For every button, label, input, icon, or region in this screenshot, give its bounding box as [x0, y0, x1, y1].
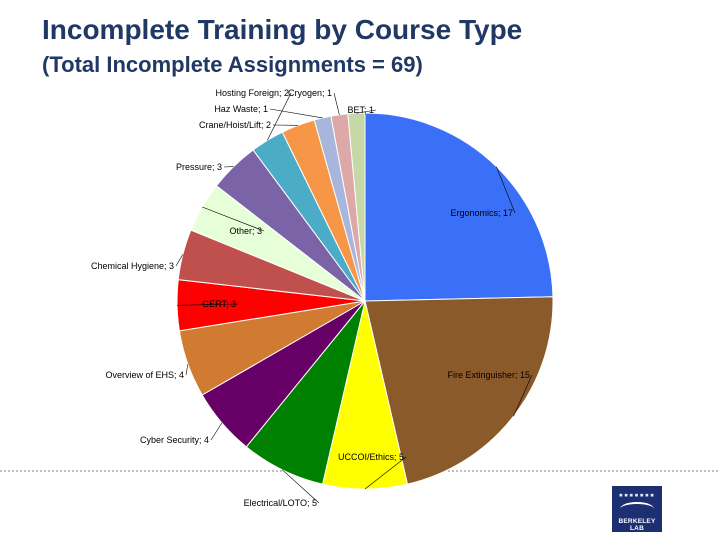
leader-line	[202, 206, 265, 232]
pie-slice-ergonomics	[364, 112, 554, 302]
data-label: BET; 1	[347, 105, 374, 115]
chart-subtitle: (Total Incomplete Assignments = 69)	[42, 52, 423, 77]
chart-title: Incomplete Training by Course Type	[42, 14, 523, 45]
data-label: Cryogen; 1	[288, 88, 332, 98]
data-label: Crane/Hoist/Lift; 2	[199, 120, 271, 130]
data-label: Chemical Hygiene; 3	[91, 261, 174, 271]
data-label: Haz Waste; 1	[214, 104, 268, 114]
leader-line	[333, 92, 340, 115]
leader-line	[496, 166, 516, 214]
leader-line	[175, 254, 184, 267]
leader-line	[282, 469, 320, 504]
data-label: Cyber Security; 4	[140, 435, 209, 445]
data-label: Overview of EHS; 4	[105, 370, 184, 380]
data-label: Other; 3	[229, 226, 262, 236]
logo-roof-icon	[620, 502, 654, 516]
data-label: Pressure; 3	[176, 162, 222, 172]
berkeley-lab-logo: ▪▪▪▪▪▪▪ BERKELEY LAB	[612, 486, 662, 532]
data-label: Hosting Foreign; 2	[215, 88, 289, 98]
leader-line	[364, 456, 407, 490]
logo-dots: ▪▪▪▪▪▪▪	[618, 491, 656, 499]
leader-line	[185, 363, 189, 376]
leader-line	[269, 108, 323, 119]
logo-text: BERKELEY LAB	[618, 518, 656, 532]
leader-line	[176, 303, 239, 306]
data-label: Fire Extinguisher; 15	[447, 370, 530, 380]
leader-line	[513, 374, 533, 417]
leader-line	[356, 109, 377, 114]
leader-line	[267, 92, 292, 141]
data-label: Electrical/LOTO; 5	[244, 498, 317, 508]
data-label: GERT; 3	[202, 299, 236, 309]
data-label: Ergonomics; 17	[450, 208, 513, 218]
data-label: UCCOI/Ethics; 5	[338, 452, 404, 462]
leader-line	[210, 422, 223, 441]
